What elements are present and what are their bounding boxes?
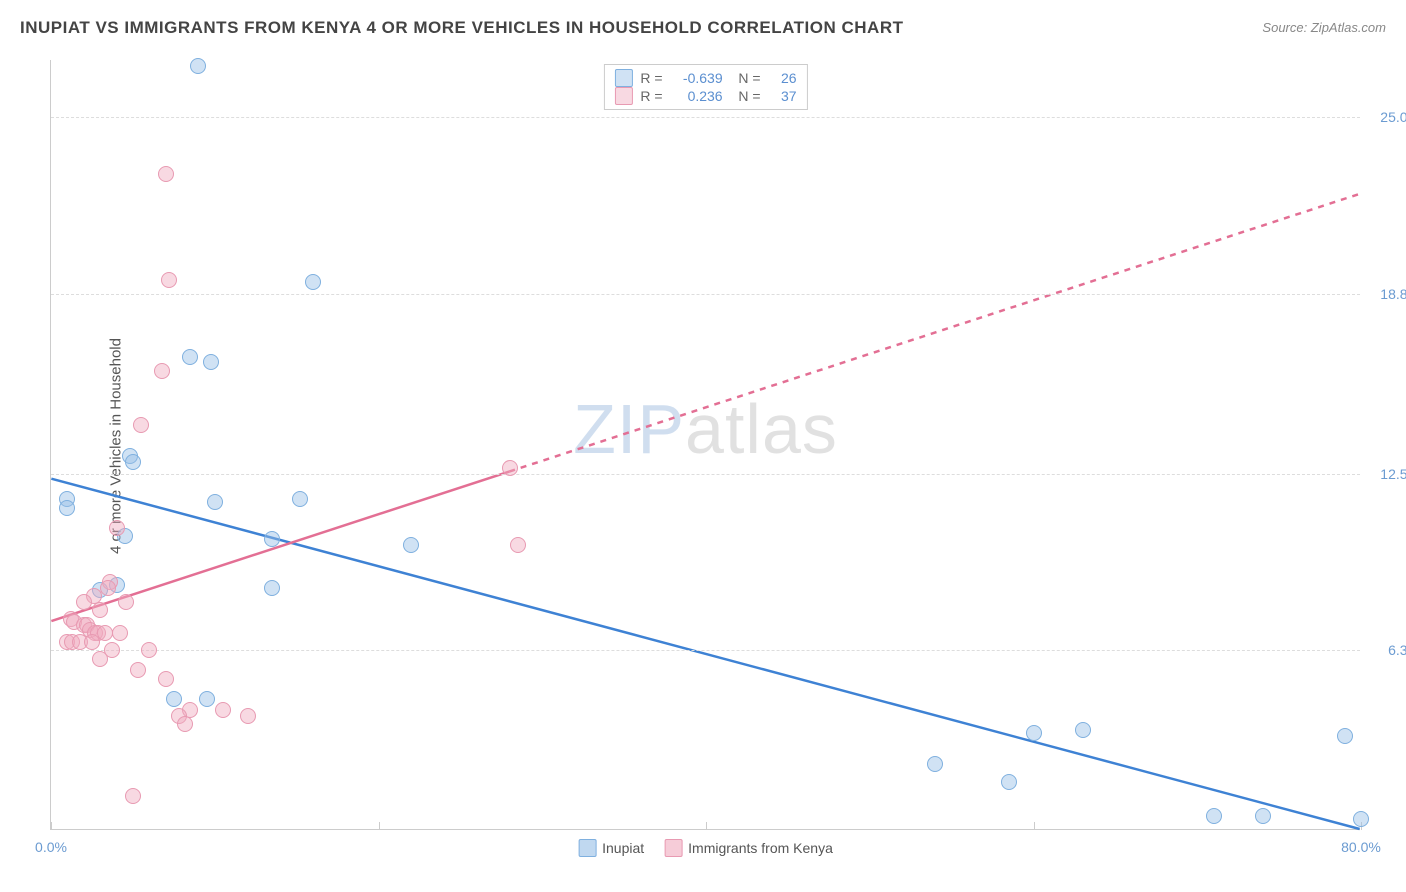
source-attribution: Source: ZipAtlas.com — [1262, 20, 1386, 35]
data-point — [125, 788, 141, 804]
series-legend-label: Inupiat — [602, 840, 644, 856]
gridline — [51, 650, 1360, 651]
legend-swatch — [614, 69, 632, 87]
data-point — [118, 594, 134, 610]
data-point — [92, 602, 108, 618]
series-legend-item: Immigrants from Kenya — [664, 839, 833, 857]
gridline — [51, 474, 1360, 475]
data-point — [166, 691, 182, 707]
y-tick-label: 18.8% — [1380, 286, 1406, 302]
data-point — [141, 642, 157, 658]
data-point — [292, 491, 308, 507]
data-point — [1353, 811, 1369, 827]
data-point — [1026, 725, 1042, 741]
data-point — [161, 272, 177, 288]
source-value: ZipAtlas.com — [1311, 20, 1386, 35]
data-point — [240, 708, 256, 724]
data-point — [199, 691, 215, 707]
data-point — [177, 716, 193, 732]
gridline — [51, 294, 1360, 295]
data-point — [84, 634, 100, 650]
data-point — [403, 537, 419, 553]
data-point — [76, 594, 92, 610]
data-point — [158, 166, 174, 182]
data-point — [158, 671, 174, 687]
data-point — [510, 537, 526, 553]
data-point — [182, 349, 198, 365]
data-point — [109, 520, 125, 536]
data-point — [207, 494, 223, 510]
x-tick-label: 0.0% — [35, 839, 67, 855]
data-point — [264, 531, 280, 547]
data-point — [133, 417, 149, 433]
data-point — [1255, 808, 1271, 824]
x-tick — [1034, 822, 1035, 830]
data-point — [190, 58, 206, 74]
legend-r-value: -0.639 — [671, 70, 723, 86]
legend-swatch — [614, 87, 632, 105]
data-point — [154, 363, 170, 379]
legend-swatch — [664, 839, 682, 857]
legend-row: R = 0.236 N = 37 — [614, 87, 796, 105]
data-point — [1337, 728, 1353, 744]
legend-n-value: 37 — [769, 88, 797, 104]
legend-n-label: N = — [731, 88, 761, 104]
series-legend-item: Inupiat — [578, 839, 644, 857]
data-point — [264, 580, 280, 596]
chart-title: INUPIAT VS IMMIGRANTS FROM KENYA 4 OR MO… — [20, 18, 903, 38]
data-point — [215, 702, 231, 718]
trend-line — [509, 194, 1359, 472]
correlation-legend: R = -0.639 N = 26 R = 0.236 N = 37 — [603, 64, 807, 110]
data-point — [1206, 808, 1222, 824]
data-point — [1001, 774, 1017, 790]
x-tick — [706, 822, 707, 830]
data-point — [502, 460, 518, 476]
scatter-plot-area: ZIPatlas R =-0.639 N =26R =0.236 N =37 I… — [50, 60, 1360, 830]
series-legend-label: Immigrants from Kenya — [688, 840, 833, 856]
data-point — [100, 580, 116, 596]
y-tick-label: 12.5% — [1380, 466, 1406, 482]
data-point — [1075, 722, 1091, 738]
data-point — [92, 651, 108, 667]
legend-n-value: 26 — [769, 70, 797, 86]
trend-line — [51, 479, 1359, 829]
legend-r-label: R = — [640, 70, 662, 86]
data-point — [59, 500, 75, 516]
legend-n-label: N = — [731, 70, 761, 86]
data-point — [203, 354, 219, 370]
gridline — [51, 117, 1360, 118]
y-tick-label: 6.3% — [1388, 642, 1406, 658]
source-label: Source: — [1262, 20, 1307, 35]
data-point — [130, 662, 146, 678]
series-legend: Inupiat Immigrants from Kenya — [578, 839, 833, 857]
x-tick-label: 80.0% — [1341, 839, 1381, 855]
legend-row: R = -0.639 N = 26 — [614, 69, 796, 87]
x-tick — [379, 822, 380, 830]
data-point — [112, 625, 128, 641]
data-point — [927, 756, 943, 772]
x-tick — [51, 822, 52, 830]
legend-r-label: R = — [640, 88, 662, 104]
data-point — [125, 454, 141, 470]
y-tick-label: 25.0% — [1380, 109, 1406, 125]
data-point — [305, 274, 321, 290]
legend-r-value: 0.236 — [671, 88, 723, 104]
legend-swatch — [578, 839, 596, 857]
